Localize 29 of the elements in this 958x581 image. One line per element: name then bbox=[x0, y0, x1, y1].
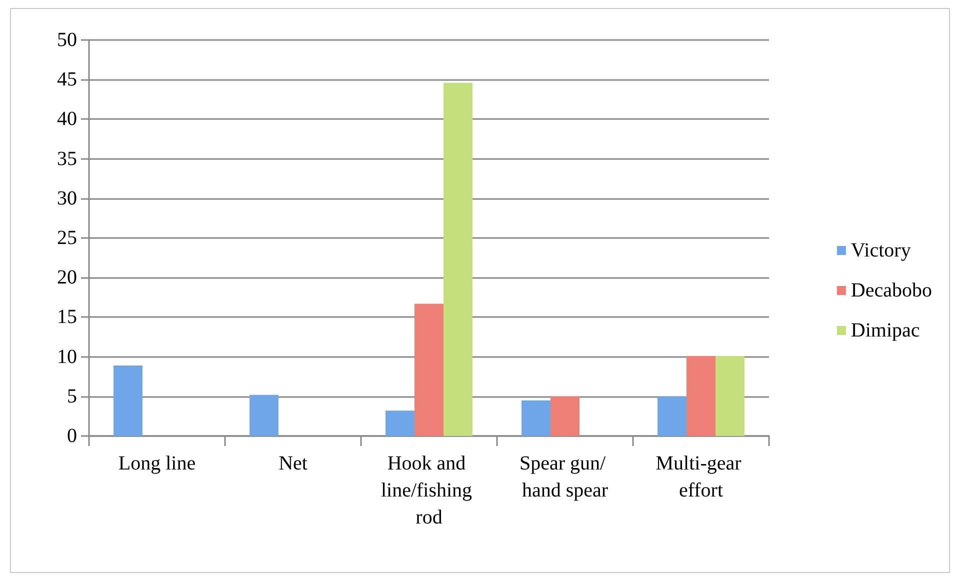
bar bbox=[716, 356, 744, 436]
x-tick-label: Spear gun/ hand spear bbox=[519, 452, 611, 502]
bar bbox=[386, 410, 414, 436]
bar bbox=[414, 304, 444, 436]
x-tick-label: Hook and line/fishing rod bbox=[380, 452, 478, 528]
bar bbox=[686, 356, 716, 436]
bar bbox=[522, 400, 550, 436]
x-tick-label: Net bbox=[278, 452, 308, 474]
y-tick-label: 50 bbox=[57, 29, 77, 51]
y-tick-label: 35 bbox=[57, 148, 77, 170]
y-tick-label: 20 bbox=[57, 266, 77, 289]
x-tick-label: Long line bbox=[118, 452, 196, 474]
legend-label: Victory bbox=[850, 240, 911, 262]
bar bbox=[250, 394, 278, 436]
bar bbox=[114, 366, 142, 436]
bar bbox=[444, 82, 472, 436]
y-tick-label: 30 bbox=[57, 187, 77, 210]
y-tick-label: 5 bbox=[67, 385, 77, 408]
bar bbox=[658, 396, 686, 436]
x-tick-label: Multi-gear effort bbox=[656, 452, 746, 502]
y-tick-label: 15 bbox=[57, 306, 77, 328]
y-tick-label: 40 bbox=[57, 108, 77, 130]
y-tick-label: 10 bbox=[57, 346, 77, 368]
legend-label: Decabobo bbox=[850, 280, 932, 302]
y-tick-label: 0 bbox=[67, 425, 77, 447]
bar bbox=[550, 396, 580, 436]
y-tick-label: 25 bbox=[57, 227, 77, 249]
legend-label: Dimipac bbox=[850, 320, 920, 342]
y-tick-label: 45 bbox=[57, 68, 77, 91]
